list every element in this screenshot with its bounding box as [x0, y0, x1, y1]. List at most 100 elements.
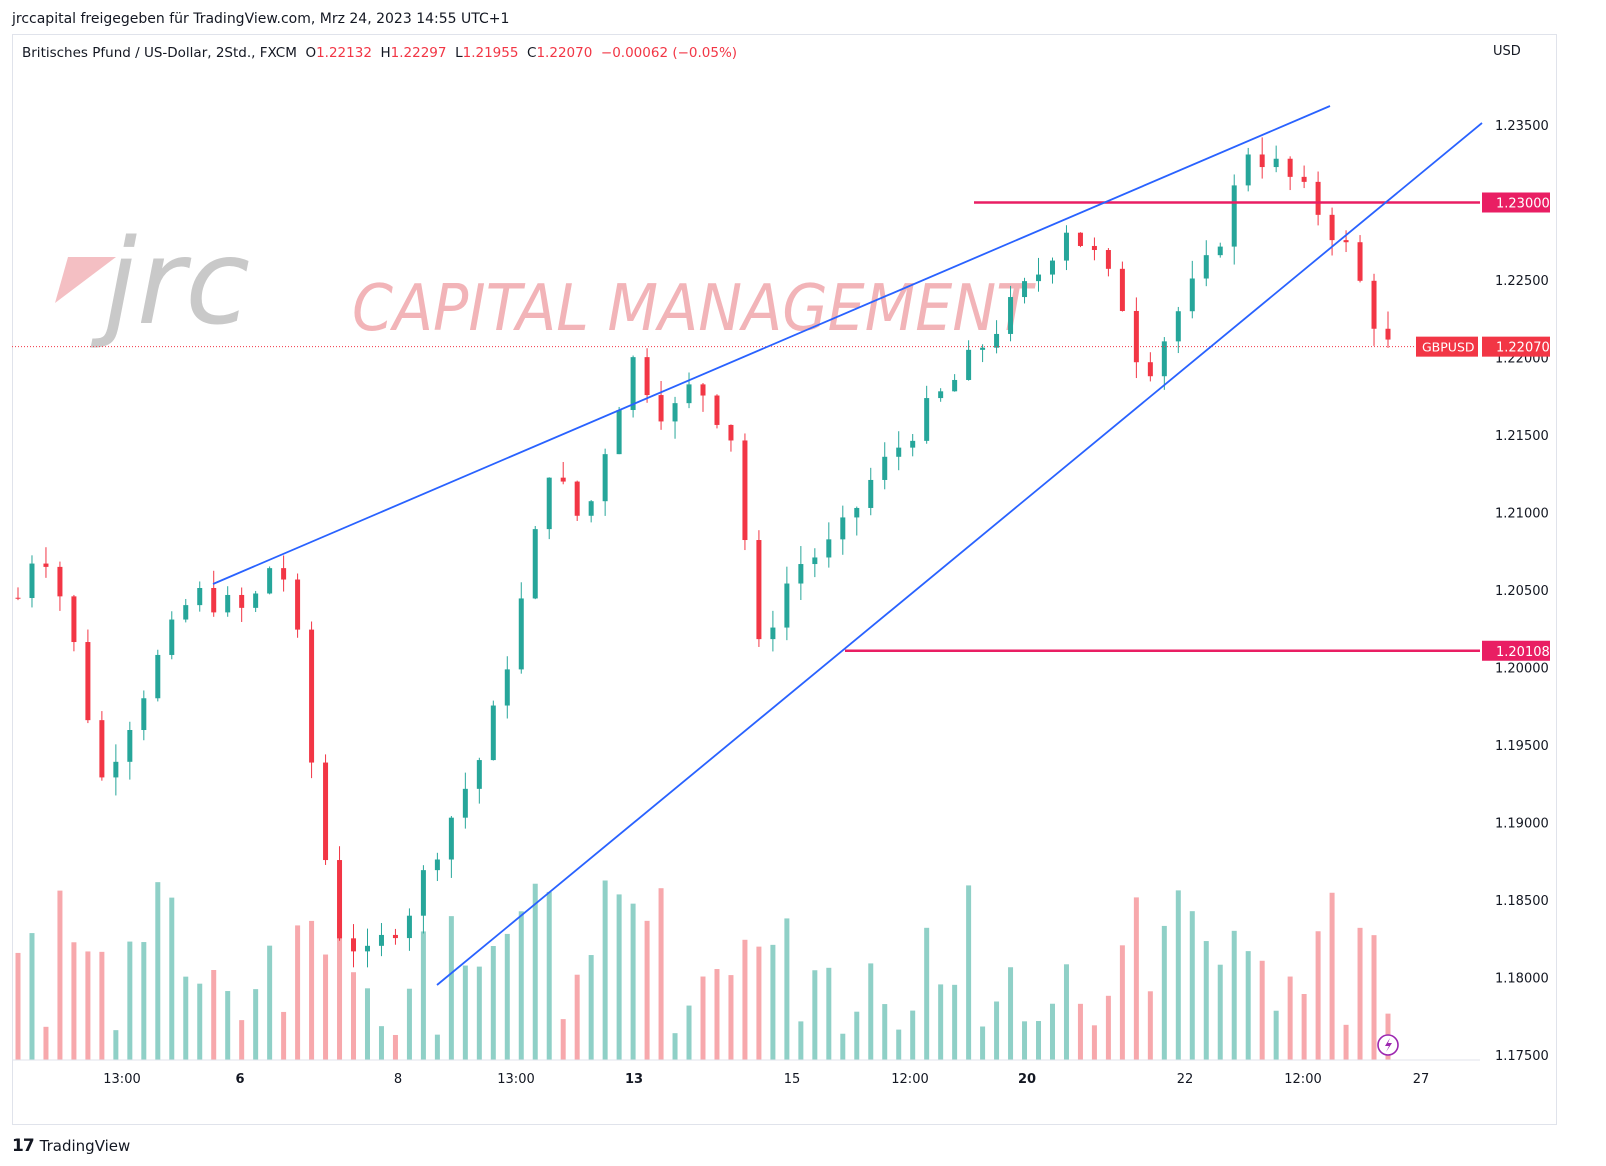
volume-bar — [392, 1034, 398, 1060]
candle-body — [1161, 341, 1167, 377]
volume-bar — [966, 885, 972, 1060]
close-value: 1.22070 — [536, 45, 593, 61]
volume-bar — [141, 942, 147, 1060]
volume-bar — [1105, 995, 1111, 1060]
candle-body — [924, 398, 930, 441]
tradingview-logo[interactable]: 17 TradingView — [12, 1136, 130, 1156]
volume-bar — [1147, 991, 1153, 1060]
price-tick-label: 1.21500 — [1495, 429, 1549, 444]
lower-trendline[interactable] — [436, 122, 1483, 986]
candle-body — [309, 629, 315, 763]
volume-bar — [225, 991, 231, 1060]
candle-body — [1217, 246, 1223, 256]
volume-bar — [1161, 925, 1167, 1060]
candle-body — [952, 379, 958, 392]
volume-bar — [658, 888, 664, 1060]
ohlc-legend: Britisches Pfund / US-Dollar, 2Std., FXC… — [22, 45, 737, 61]
volume-bar — [1036, 1021, 1042, 1060]
candle-body — [658, 395, 664, 422]
candle-body — [784, 583, 790, 628]
candle-body — [868, 479, 874, 508]
candle-body — [840, 517, 846, 540]
candle-body — [1329, 214, 1335, 241]
candle-body — [686, 384, 692, 404]
candle-body — [770, 627, 776, 640]
volume-bar — [169, 897, 175, 1060]
price-label-box — [1482, 336, 1550, 357]
volume-bar — [1022, 1021, 1028, 1060]
volume-bar — [15, 952, 21, 1060]
candle-body — [127, 730, 133, 762]
volume-bar — [351, 972, 357, 1060]
upper-trendline[interactable] — [212, 105, 1331, 585]
volume-bar — [1063, 964, 1069, 1060]
volume-bar — [1189, 911, 1195, 1060]
volume-bar — [1287, 976, 1293, 1060]
volume-bar — [812, 970, 818, 1060]
candle-body — [1049, 260, 1055, 275]
candle-body — [1133, 310, 1139, 363]
volume-bar — [323, 954, 329, 1060]
watermark-jrc-text: jrc — [90, 213, 250, 351]
price-tick-label: 1.22500 — [1495, 274, 1549, 289]
volume-bar — [211, 970, 217, 1060]
candle-body — [225, 594, 231, 613]
symbol-description[interactable]: Britisches Pfund / US-Dollar, 2Std., FXC… — [22, 45, 297, 61]
volume-bar — [43, 1026, 49, 1060]
volume-bar — [1231, 930, 1237, 1060]
time-tick-label: 13:00 — [497, 1072, 534, 1087]
volume-bar — [267, 945, 273, 1060]
time-tick-label: 20 — [1018, 1072, 1036, 1087]
volume-bar — [183, 976, 189, 1060]
time-tick-label: 15 — [784, 1072, 801, 1087]
time-axis[interactable]: 13:00 6 8 13:00 13 15 12:00 20 22 12:00 27 — [12, 1059, 1480, 1087]
volume-bar — [1301, 994, 1307, 1060]
candle-body — [43, 563, 49, 567]
volume-bar — [281, 1011, 287, 1060]
candle-body — [406, 915, 412, 939]
volume-bar — [337, 919, 343, 1060]
candle-body — [994, 333, 1000, 348]
candle-body — [434, 859, 440, 871]
price-tick-label: 1.17500 — [1495, 1049, 1549, 1064]
candle-body — [1077, 232, 1083, 246]
candle-body — [420, 870, 426, 916]
volume-bar — [686, 1005, 692, 1060]
candle-body — [71, 596, 77, 643]
volume-bar — [588, 955, 594, 1060]
price-label-text: 1.20108 — [1496, 645, 1550, 660]
candle-body — [546, 477, 552, 530]
share-caption: jrccapital freigegeben für TradingView.c… — [12, 11, 510, 27]
volume-bar — [1315, 931, 1321, 1060]
low-value: 1.21955 — [462, 45, 519, 61]
watermark-tagline: CAPITAL MANAGEMENT — [352, 272, 1036, 346]
candle-body — [267, 568, 273, 594]
candle-body — [980, 347, 986, 350]
price-tick-label: 1.20500 — [1495, 584, 1549, 599]
candle-body — [29, 563, 35, 599]
candle-body — [1357, 242, 1363, 281]
volume-bar — [574, 974, 580, 1060]
candle-body — [532, 529, 538, 599]
volume-bar — [1008, 967, 1014, 1060]
jrc-watermark-logo: jrc — [55, 213, 250, 351]
price-tick-label: 1.19000 — [1495, 817, 1549, 832]
volume-bar — [854, 1011, 860, 1060]
volume-bar — [155, 882, 161, 1060]
candle-body — [197, 588, 203, 606]
time-tick-label: 12:00 — [1284, 1072, 1321, 1087]
lightning-icon[interactable] — [1377, 1034, 1399, 1056]
volume-bar — [309, 920, 315, 1060]
candle-body — [1063, 232, 1069, 261]
volume-bar — [756, 946, 762, 1060]
volume-bar — [71, 942, 77, 1060]
candle-body — [588, 501, 594, 516]
volume-bar — [1371, 935, 1377, 1060]
candle-body — [476, 760, 482, 789]
candle-body — [826, 539, 832, 558]
price-tick-label: 1.19500 — [1495, 739, 1549, 754]
candle-body — [672, 403, 678, 422]
price-axis[interactable]: 1.235001.230001.225001.220001.215001.210… — [1495, 119, 1549, 1064]
candle-body — [253, 593, 259, 608]
